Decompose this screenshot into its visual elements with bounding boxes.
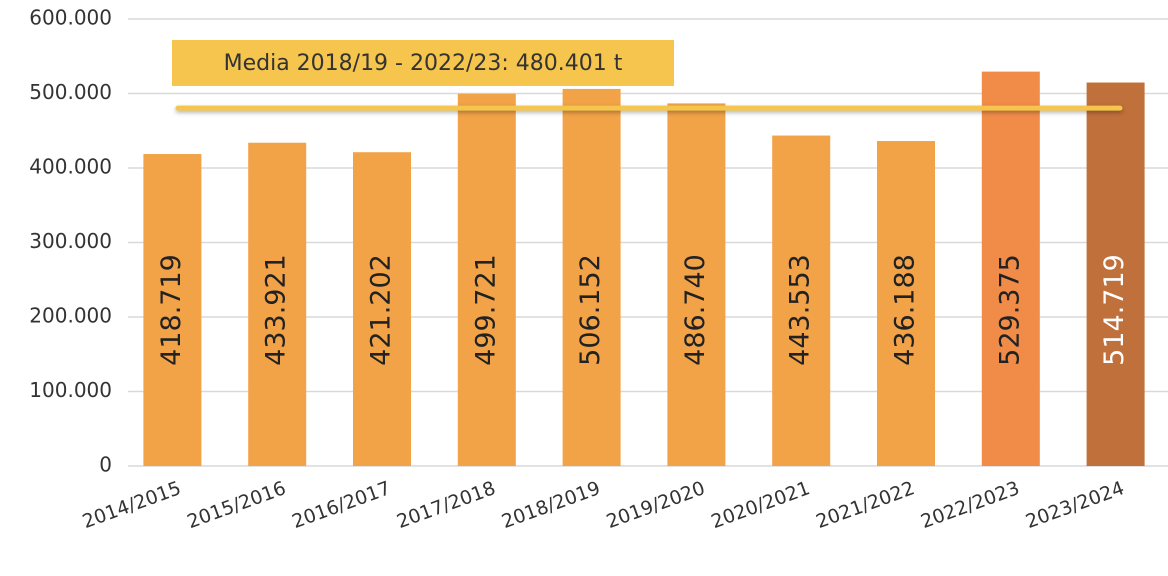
annotation-box	[172, 40, 674, 86]
bar	[981, 71, 1040, 466]
y-tick-label: 200.000	[29, 304, 112, 328]
y-tick-label: 500.000	[29, 80, 112, 104]
value-label: 443.553	[785, 254, 816, 366]
y-tick-label: 100.000	[29, 378, 112, 402]
x-tick-label: 2021/2022	[813, 477, 917, 533]
value-label: 436.188	[890, 254, 921, 366]
x-tick-label: 2014/2015	[80, 477, 184, 533]
value-label: 506.152	[575, 254, 606, 366]
y-tick-label: 0	[99, 453, 112, 477]
x-tick-label: 2022/2023	[918, 477, 1022, 533]
value-label: 418.719	[156, 254, 187, 366]
bar	[248, 142, 307, 466]
x-tick-label: 2019/2020	[604, 477, 708, 533]
bar	[1086, 82, 1145, 466]
bar	[143, 154, 202, 466]
y-tick-label: 600.000	[29, 6, 112, 30]
value-label: 421.202	[366, 254, 397, 366]
x-tick-label: 2016/2017	[289, 477, 393, 533]
bar	[353, 152, 411, 466]
x-tick-label: 2017/2018	[394, 477, 498, 533]
x-tick-label: 2020/2021	[708, 477, 812, 533]
x-tick-label: 2018/2019	[499, 477, 603, 533]
y-tick-label: 300.000	[29, 229, 112, 253]
value-label: 486.740	[680, 254, 711, 366]
value-label: 514.719	[1099, 254, 1130, 366]
bar	[877, 141, 935, 466]
x-tick-label: 2023/2024	[1023, 477, 1127, 533]
value-label: 433.921	[261, 254, 292, 366]
bar	[667, 103, 726, 467]
y-tick-label: 400.000	[29, 155, 112, 179]
bar	[772, 135, 831, 466]
value-label: 529.375	[994, 254, 1025, 366]
bar	[562, 88, 621, 467]
value-label: 499.721	[470, 254, 501, 366]
bar	[457, 93, 516, 466]
annotation: Media 2018/19 - 2022/23: 480.401 t	[224, 51, 623, 76]
x-tick-label: 2015/2016	[184, 477, 288, 533]
